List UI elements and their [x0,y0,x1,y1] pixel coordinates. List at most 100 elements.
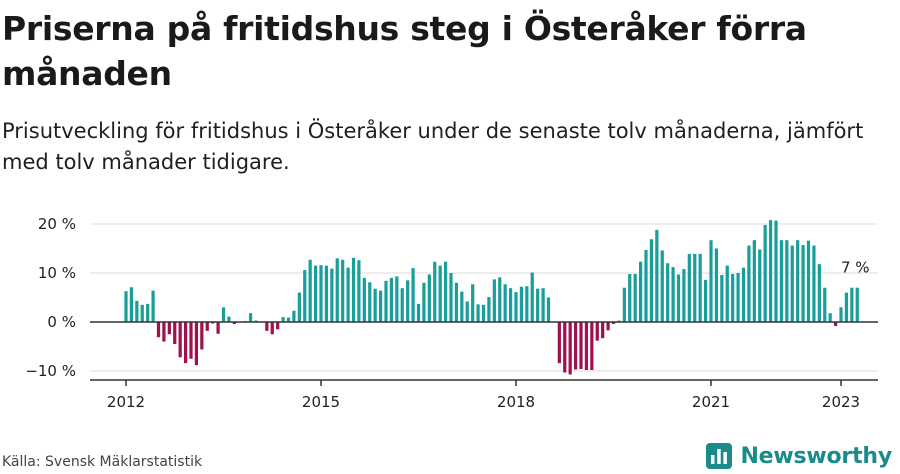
bar [167,322,171,335]
bar [135,300,139,322]
grid-lines [90,223,878,372]
bar [270,322,274,335]
bar [292,310,296,322]
bar [308,259,312,322]
bar [839,307,843,322]
bar [568,322,572,375]
bar [416,303,421,322]
y-axis-ticks: −10 % 0 % 10 % 20 % [25,215,76,380]
bar [178,322,182,358]
bar [384,280,388,322]
bar [536,288,540,322]
bar [411,268,415,322]
bar [682,269,686,322]
bar [481,304,486,322]
bar [671,267,675,322]
bar [633,273,637,322]
bar [183,322,188,364]
bar [611,322,616,324]
bar [313,265,318,322]
x-tick-label: 2015 [302,393,340,411]
bar-chart: −10 % 0 % 10 % 20 % 2012 2015 2018 2021 2023 7 … [25,215,878,411]
bar [628,273,632,322]
bar [227,316,231,322]
bar [763,224,767,322]
y-tick-label: 20 % [38,215,76,233]
bar [666,263,670,322]
bar [693,253,697,322]
bar [492,279,496,322]
bar [433,261,437,322]
bar [395,276,399,322]
bar [774,220,778,322]
bar [124,291,128,322]
bar [833,322,838,326]
bar [265,322,269,331]
chart-subtitle: Prisutveckling för fritidshus i Österåke… [2,119,864,174]
bar [151,290,155,322]
bar [606,322,610,331]
bar [779,240,784,322]
source-note: Källa: Svensk Mäklarstatistik [2,454,203,470]
bar [341,259,345,322]
bar [140,304,144,322]
bar [508,288,513,322]
latest-value-annotation: 7 % [841,259,870,277]
bar [758,249,762,322]
bar [796,240,800,322]
bar [525,286,529,322]
bar [232,322,236,324]
bar [378,290,383,322]
bar [660,250,664,322]
bar [595,322,599,341]
brand-name: Newsworthy [740,443,892,469]
bar [546,297,551,322]
bar [129,287,134,322]
bar [503,284,507,322]
bar [649,239,654,322]
bar [720,274,724,322]
x-tick-label: 2012 [107,393,145,411]
bar [465,301,469,322]
bar [590,322,594,371]
bar [205,322,209,331]
bar [362,277,366,322]
bar [855,287,859,322]
bar [330,268,334,322]
brand-logo: Newsworthy [706,441,892,471]
bar [725,265,729,322]
bar [823,287,827,322]
bar [476,304,480,322]
bar [731,273,735,322]
bar [530,272,534,322]
bar [601,322,605,339]
bar [373,288,377,322]
bar [806,240,811,322]
bar [812,245,816,322]
bar [194,322,199,366]
x-axis-ticks: 2012 2015 2018 2021 2023 [107,380,860,411]
bar [471,284,475,322]
bar [514,292,518,322]
bar [200,322,204,350]
bar [449,273,453,322]
bar [460,291,464,322]
y-tick-label: 0 % [47,313,76,331]
x-tick-label: 2018 [497,393,535,411]
bar [557,322,561,364]
bars [124,220,859,375]
bar [844,292,849,322]
bar [357,260,361,322]
bar [655,229,659,322]
bar [281,317,285,322]
bar [146,303,150,322]
bar [747,245,751,322]
y-tick-label: −10 % [25,362,76,380]
bar [346,267,350,322]
bar [752,240,756,322]
x-tick-label: 2021 [692,393,730,411]
bar [644,249,648,322]
bar-chart-logo-icon [706,443,733,469]
bar [698,253,702,322]
bar [303,270,307,322]
